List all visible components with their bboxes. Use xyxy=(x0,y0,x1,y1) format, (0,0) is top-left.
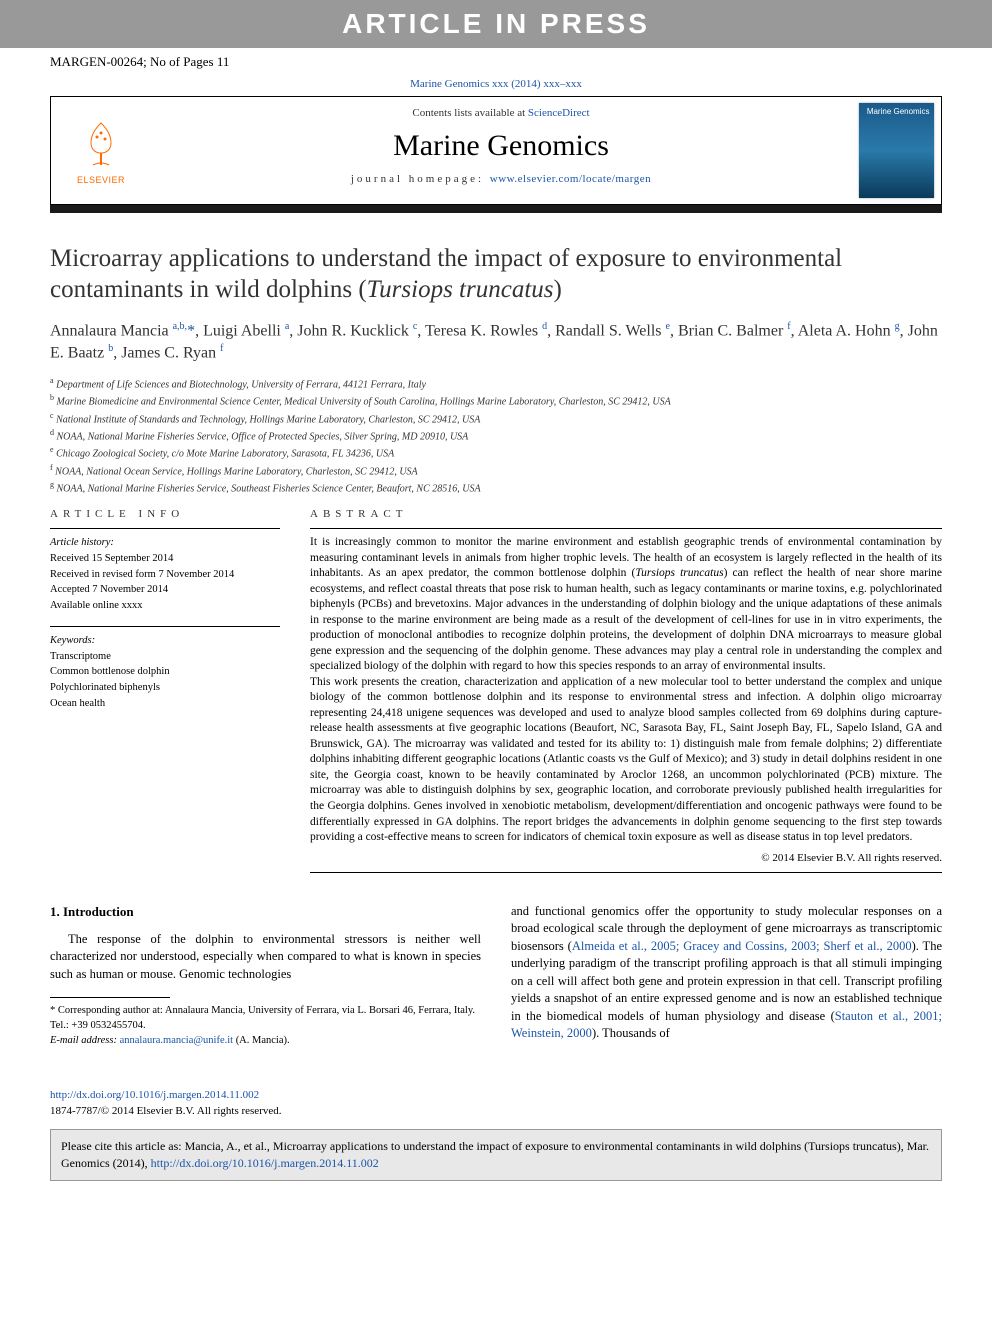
title-species: Tursiops truncatus xyxy=(367,276,554,303)
aff-c: National Institute of Standards and Tech… xyxy=(56,414,480,425)
aff-a: Department of Life Sciences and Biotechn… xyxy=(56,379,426,390)
abstract-p2: This work presents the creation, charact… xyxy=(310,675,942,846)
author-1-aff: a,b, xyxy=(173,321,187,332)
affiliations: a Department of Life Sciences and Biotec… xyxy=(50,375,942,496)
issn-line: 1874-7787/© 2014 Elsevier B.V. All right… xyxy=(50,1105,282,1117)
doi-block: http://dx.doi.org/10.1016/j.margen.2014.… xyxy=(50,1088,942,1119)
cover-image: Marine Genomics xyxy=(859,103,934,198)
article-content: Microarray applications to understand th… xyxy=(0,213,992,1068)
copyright: © 2014 Elsevier B.V. All rights reserved… xyxy=(310,852,942,873)
homepage-prefix: journal homepage: xyxy=(351,173,490,185)
article-info: article info Article history: Received 1… xyxy=(50,508,280,872)
author-6: , Brian C. Balmer xyxy=(670,322,787,339)
info-abstract-row: article info Article history: Received 1… xyxy=(50,508,942,872)
abstract: abstract It is increasingly common to mo… xyxy=(310,508,942,872)
accepted: Accepted 7 November 2014 xyxy=(50,582,280,598)
footnote-separator xyxy=(50,997,170,998)
intro-right-c: ). Thousands of xyxy=(592,1026,670,1040)
title-part2: ) xyxy=(554,276,562,303)
elsevier-text: ELSEVIER xyxy=(77,175,125,185)
author-4: , Teresa K. Rowles xyxy=(417,322,542,339)
keyword-4: Ocean health xyxy=(50,696,280,712)
journal-header: ELSEVIER Contents lists available at Sci… xyxy=(50,96,942,205)
journal-ref-link[interactable]: Marine Genomics xxx (2014) xxx–xxx xyxy=(410,78,582,90)
contents-prefix: Contents lists available at xyxy=(412,107,527,119)
header-center: Contents lists available at ScienceDirec… xyxy=(151,97,851,204)
author-9: , James C. Ryan xyxy=(113,345,220,362)
doi-link[interactable]: http://dx.doi.org/10.1016/j.margen.2014.… xyxy=(50,1089,259,1101)
keyword-2: Common bottlenose dolphin xyxy=(50,664,280,680)
page-info: MARGEN-00264; No of Pages 11 xyxy=(0,48,992,76)
aff-b: Marine Biomedicine and Environmental Sci… xyxy=(57,397,671,408)
keywords-block: Keywords: Transcriptome Common bottlenos… xyxy=(50,626,280,712)
elsevier-tree-icon xyxy=(73,117,129,173)
contents-line: Contents lists available at ScienceDirec… xyxy=(151,107,851,119)
body-right-col: and functional genomics offer the opport… xyxy=(511,903,942,1049)
cover-thumbnail: Marine Genomics xyxy=(851,97,941,204)
abstract-heading: abstract xyxy=(310,508,942,520)
journal-title: Marine Genomics xyxy=(151,129,851,163)
author-7: , Aleta A. Hohn xyxy=(791,322,895,339)
article-title: Microarray applications to understand th… xyxy=(50,243,942,306)
corresponding-star: * xyxy=(187,322,195,339)
corresponding-note: * Corresponding author at: Annalaura Man… xyxy=(50,1004,481,1033)
homepage-line: journal homepage: www.elsevier.com/locat… xyxy=(151,173,851,185)
aff-g: NOAA, National Marine Fisheries Service,… xyxy=(57,483,481,494)
elsevier-logo: ELSEVIER xyxy=(51,97,151,204)
intro-heading: 1. Introduction xyxy=(50,903,481,921)
homepage-link[interactable]: www.elsevier.com/locate/margen xyxy=(490,173,651,185)
received: Received 15 September 2014 xyxy=(50,551,280,567)
ref-link-1[interactable]: Almeida et al., 2005; Gracey and Cossins… xyxy=(572,939,912,953)
authors: Annalaura Mancia a,b,*, Luigi Abelli a, … xyxy=(50,320,942,365)
author-9-aff: f xyxy=(220,343,223,354)
email-suffix: (A. Mancia). xyxy=(233,1035,290,1046)
online: Available online xxxx xyxy=(50,598,280,614)
in-press-banner: ARTICLE IN PRESS xyxy=(0,0,992,48)
email-label: E-mail address: xyxy=(50,1035,120,1046)
header-dark-bar xyxy=(50,205,942,213)
aff-d: NOAA, National Marine Fisheries Service,… xyxy=(57,431,469,442)
body-columns: 1. Introduction The response of the dolp… xyxy=(50,903,942,1049)
author-3: , John R. Kucklick xyxy=(289,322,413,339)
email-link[interactable]: annalaura.mancia@unife.it xyxy=(120,1035,233,1046)
history-block: Article history: Received 15 September 2… xyxy=(50,528,280,614)
keyword-3: Polychlorinated biphenyls xyxy=(50,680,280,696)
cover-label: Marine Genomics xyxy=(867,107,930,116)
abstract-p1b: ) can reflect the health of near shore m… xyxy=(310,567,942,672)
revised: Received in revised form 7 November 2014 xyxy=(50,567,280,583)
abstract-species: Tursiops truncatus xyxy=(635,567,723,579)
intro-left: The response of the dolphin to environme… xyxy=(50,931,481,984)
cite-doi-link[interactable]: http://dx.doi.org/10.1016/j.margen.2014.… xyxy=(151,1156,379,1170)
keyword-1: Transcriptome xyxy=(50,649,280,665)
body-left-col: 1. Introduction The response of the dolp… xyxy=(50,903,481,1049)
aff-e: Chicago Zoological Society, c/o Mote Mar… xyxy=(56,449,394,460)
author-5: , Randall S. Wells xyxy=(547,322,665,339)
sciencedirect-link[interactable]: ScienceDirect xyxy=(528,107,590,119)
journal-reference: Marine Genomics xxx (2014) xxx–xxx xyxy=(0,76,992,96)
aff-f: NOAA, National Ocean Service, Hollings M… xyxy=(55,466,417,477)
author-1: Annalaura Mancia xyxy=(50,322,173,339)
keywords-label: Keywords: xyxy=(50,633,280,649)
info-heading: article info xyxy=(50,508,280,520)
author-2: , Luigi Abelli xyxy=(195,322,285,339)
footnotes: * Corresponding author at: Annalaura Man… xyxy=(50,1004,481,1048)
history-label: Article history: xyxy=(50,535,280,551)
citation-box: Please cite this article as: Mancia, A.,… xyxy=(50,1129,942,1181)
abstract-text: It is increasingly common to monitor the… xyxy=(310,528,942,845)
